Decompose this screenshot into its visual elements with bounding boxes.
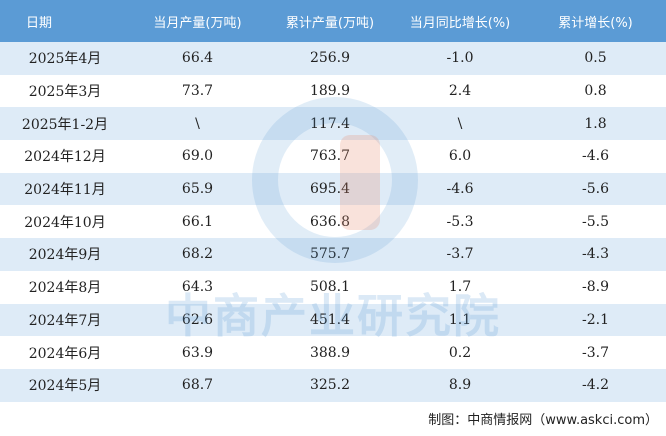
table-cell: 451.4 (265, 303, 395, 337)
table-cell: 388.9 (309, 344, 351, 361)
table-cell: -3.7 (582, 344, 609, 361)
header-row: 日期 当月产量(万吨) 累计产量(万吨) 当月同比增长(%) 累计增长(%) (0, 0, 666, 42)
table-cell: 65.9 (130, 172, 265, 206)
table-cell: 6.0 (448, 148, 472, 165)
table-cell: -4.2 (525, 368, 666, 402)
table-cell: 2024年8月 (28, 280, 102, 297)
table-row: 2024年7月 62.6 451.4 1.1 -2.1 (0, 303, 666, 337)
table-cell: 0.2 (448, 344, 472, 361)
table-row: 2025年1-2月 \ 117.4 \ 1.8 (0, 107, 666, 141)
table-cell: 2.4 (448, 83, 472, 100)
table-cell: 256.9 (265, 42, 395, 75)
table-cell: 2024年12月 (24, 149, 106, 166)
table-row: 2024年11月 65.9 695.4 -4.6 -5.6 (0, 172, 666, 206)
table-cell: 2025年4月 (0, 42, 130, 75)
table-cell: 62.6 (130, 303, 265, 337)
table-row: 2024年10月 66.1 636.8 -5.3 -5.5 (0, 205, 666, 238)
data-table: 日期 当月产量(万吨) 累计产量(万吨) 当月同比增长(%) 累计增长(%) 2025年… (0, 0, 666, 402)
table-row: 2025年3月 73.7 189.9 2.4 0.8 (0, 75, 666, 108)
table-cell: 2024年9月 (0, 238, 130, 271)
table-cell: 325.2 (265, 368, 395, 402)
table-cell: 1.8 (525, 107, 666, 141)
table-cell: 695.4 (265, 172, 395, 206)
table-body: 2025年4月 66.4 256.9 -1.0 0.5 2025年3月 73.7 189.9 2… (0, 42, 666, 402)
table-cell: 66.1 (181, 213, 214, 230)
header-cell: 当月产量(万吨) (130, 0, 265, 42)
table-cell: \ (395, 107, 525, 141)
table-cell: -4.6 (582, 148, 609, 165)
table-row: 2024年8月 64.3 508.1 1.7 -8.9 (0, 271, 666, 304)
table-cell: -1.0 (395, 42, 525, 75)
table-cell: 0.8 (584, 83, 607, 100)
table-row: 2024年5月 68.7 325.2 8.9 -4.2 (0, 368, 666, 402)
table-cell: 69.0 (181, 148, 214, 165)
table-cell: 2024年11月 (0, 172, 130, 206)
table-cell: 2024年7月 (0, 303, 130, 337)
table-cell: 1.1 (395, 303, 525, 337)
table-cell: -5.6 (525, 172, 666, 206)
table-cell: 1.7 (448, 279, 472, 296)
table-cell: 64.3 (181, 279, 214, 296)
table-cell: 2024年6月 (28, 345, 102, 362)
header-cell: 当月同比增长(%) (395, 0, 525, 42)
table-cell: 2024年10月 (24, 214, 106, 231)
table-cell: 763.7 (309, 148, 351, 165)
table-cell: \ (130, 107, 265, 141)
table-cell: 575.7 (265, 238, 395, 271)
table-cell: -2.1 (525, 303, 666, 337)
table-cell: -5.5 (582, 213, 609, 230)
table-cell: 189.9 (309, 83, 351, 100)
table-cell: 0.5 (525, 42, 666, 75)
table-cell: 66.4 (130, 42, 265, 75)
table-cell: 73.7 (181, 83, 214, 100)
header-cell: 累计产量(万吨) (265, 0, 395, 42)
table-cell: 2025年1-2月 (0, 107, 130, 141)
table-cell: -3.7 (395, 238, 525, 271)
table-cell: 508.1 (309, 279, 351, 296)
table-cell: 63.9 (181, 344, 214, 361)
table-cell: 68.2 (130, 238, 265, 271)
table-cell: -8.9 (582, 279, 609, 296)
table-cell: -4.3 (525, 238, 666, 271)
table-cell: 68.7 (130, 368, 265, 402)
table-cell: 117.4 (265, 107, 395, 141)
table-cell: 2024年5月 (0, 368, 130, 402)
table-cell: 2025年3月 (28, 84, 102, 101)
table-row: 2024年6月 63.9 388.9 0.2 -3.7 (0, 336, 666, 369)
table-cell: 8.9 (395, 368, 525, 402)
footer-note: 制图：中商情报网（www.askci.com） (428, 413, 658, 428)
table-row: 2024年12月 69.0 763.7 6.0 -4.6 (0, 140, 666, 173)
table-cell: 636.8 (309, 213, 351, 230)
header-cell: 累计增长(%) (525, 0, 666, 42)
table-row: 2025年4月 66.4 256.9 -1.0 0.5 (0, 42, 666, 75)
table-cell: -5.3 (446, 213, 474, 230)
header-cell: 日期 (0, 0, 130, 42)
table-cell: -4.6 (395, 172, 525, 206)
table-row: 2024年9月 68.2 575.7 -3.7 -4.3 (0, 238, 666, 271)
